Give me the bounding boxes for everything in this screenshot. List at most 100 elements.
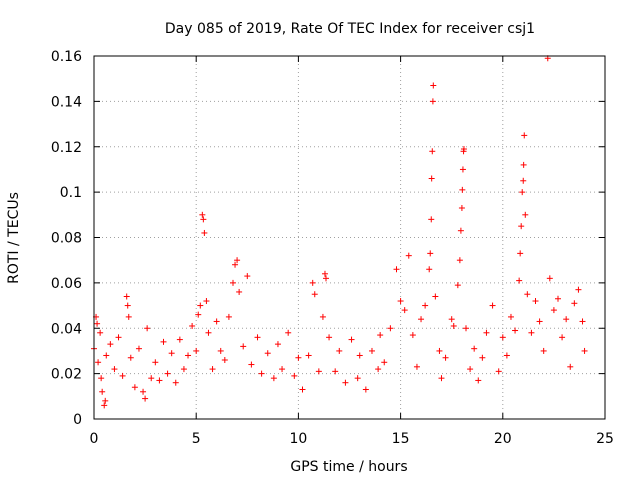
data-point xyxy=(229,279,236,286)
data-point xyxy=(309,279,316,286)
data-point xyxy=(236,288,243,295)
data-point xyxy=(397,298,404,305)
data-point xyxy=(180,366,187,373)
data-point xyxy=(217,347,224,354)
data-point xyxy=(160,338,167,345)
data-point xyxy=(546,275,553,282)
data-point xyxy=(264,350,271,357)
data-point xyxy=(471,345,478,352)
data-point xyxy=(97,329,104,336)
data-point xyxy=(489,302,496,309)
data-point xyxy=(438,375,445,382)
data-point xyxy=(554,295,561,302)
data-point xyxy=(401,307,408,314)
data-point xyxy=(99,388,106,395)
data-point xyxy=(164,370,171,377)
data-point xyxy=(127,354,134,361)
data-point xyxy=(111,366,118,373)
x-tick-labels: 0 5 10 15 20 25 xyxy=(90,431,614,447)
data-point xyxy=(101,402,108,409)
y-tick-label: 0.06 xyxy=(51,276,82,292)
x-tick-label: 0 xyxy=(90,431,99,447)
data-point xyxy=(581,347,588,354)
data-point xyxy=(209,366,216,373)
data-point xyxy=(197,302,204,309)
data-point xyxy=(467,366,474,373)
y-tick-label: 0.02 xyxy=(51,367,82,383)
grid-lines xyxy=(94,56,605,419)
data-point xyxy=(185,352,192,359)
data-point xyxy=(225,313,232,320)
data-point xyxy=(567,363,574,370)
data-point xyxy=(524,291,531,298)
data-point xyxy=(356,352,363,359)
data-point xyxy=(299,386,306,393)
data-point xyxy=(279,366,286,373)
data-point xyxy=(459,166,466,173)
data-point xyxy=(172,379,179,386)
data-point xyxy=(550,307,557,314)
data-point xyxy=(532,298,539,305)
data-point xyxy=(135,345,142,352)
data-point xyxy=(457,227,464,234)
data-point xyxy=(98,375,105,382)
data-point xyxy=(579,318,586,325)
data-point xyxy=(332,368,339,375)
data-point xyxy=(200,216,207,223)
data-point xyxy=(213,318,220,325)
y-tick-label: 0 xyxy=(73,412,82,428)
data-point xyxy=(193,347,200,354)
y-tick-label: 0.14 xyxy=(51,94,82,110)
data-point xyxy=(248,361,255,368)
data-point xyxy=(522,211,529,218)
data-point xyxy=(199,211,206,218)
data-point xyxy=(495,368,502,375)
data-point xyxy=(368,347,375,354)
data-point xyxy=(575,286,582,293)
data-point xyxy=(571,300,578,307)
data-point xyxy=(427,250,434,257)
data-point xyxy=(432,293,439,300)
data-point xyxy=(559,334,566,341)
data-point xyxy=(518,223,525,230)
data-point xyxy=(201,229,208,236)
data-point xyxy=(305,352,312,359)
data-point xyxy=(429,148,436,155)
x-tick-label: 5 xyxy=(192,431,201,447)
data-point xyxy=(381,359,388,366)
y-tick-label: 0.1 xyxy=(60,185,82,201)
data-point xyxy=(512,327,519,334)
data-point xyxy=(144,325,151,332)
y-tick-label: 0.04 xyxy=(51,321,82,337)
data-point xyxy=(258,370,265,377)
data-point xyxy=(459,186,466,193)
data-point xyxy=(103,352,110,359)
data-point xyxy=(354,375,361,382)
data-point xyxy=(520,177,527,184)
data-point xyxy=(234,257,241,264)
data-point xyxy=(375,366,382,373)
data-point xyxy=(148,375,155,382)
data-point xyxy=(507,313,514,320)
data-point xyxy=(348,336,355,343)
data-point xyxy=(270,375,277,382)
y-tick-label: 0.16 xyxy=(51,49,82,65)
data-point xyxy=(156,377,163,384)
data-point xyxy=(95,359,102,366)
data-point xyxy=(479,354,486,361)
x-tick-label: 25 xyxy=(596,431,614,447)
data-point xyxy=(336,347,343,354)
data-point xyxy=(463,325,470,332)
data-point xyxy=(483,329,490,336)
data-point xyxy=(168,350,175,357)
data-point xyxy=(94,320,101,327)
data-point xyxy=(409,332,416,339)
data-point xyxy=(436,347,443,354)
data-point xyxy=(458,205,465,212)
data-point xyxy=(342,379,349,386)
data-point xyxy=(125,313,132,320)
data-point xyxy=(244,273,251,280)
data-point xyxy=(536,318,543,325)
chart-title: Day 085 of 2019, Rate Of TEC Index for r… xyxy=(165,21,535,37)
